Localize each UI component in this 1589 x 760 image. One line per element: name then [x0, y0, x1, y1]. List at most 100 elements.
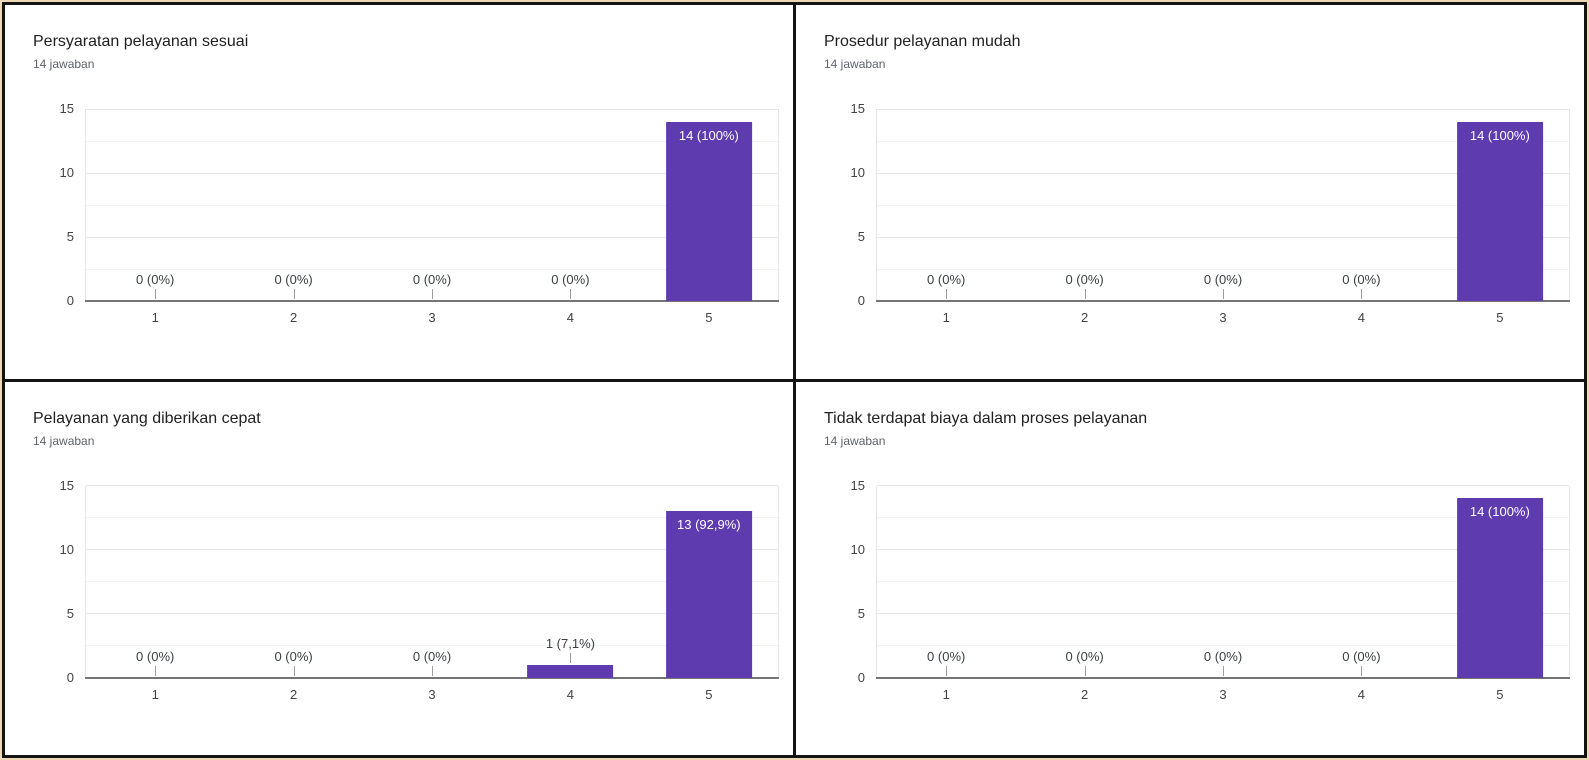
bar-tick-stub: [1084, 665, 1086, 676]
y-axis-tick-label: 5: [66, 229, 74, 244]
bar-column: 0 (0%): [224, 109, 362, 301]
y-axis-tick-label: 10: [850, 541, 865, 557]
x-axis-tick-label: 1: [942, 686, 950, 702]
bar-value-label: 0 (0%): [1342, 272, 1381, 287]
bar-tick-stub: [1361, 289, 1363, 299]
x-axis-tick-label: 1: [151, 310, 159, 325]
gridline-minor: [877, 204, 1569, 206]
bar-column: 0 (0%): [86, 486, 224, 678]
bar-value-label: 0 (0%): [551, 272, 590, 287]
gridline-minor: [86, 140, 778, 142]
x-axis-tick-label: 5: [1496, 686, 1504, 702]
bar-column: 0 (0%): [224, 486, 362, 678]
bar-value-label: 0 (0%): [1065, 648, 1104, 664]
gridline-minor: [86, 268, 778, 270]
gridline-major: [86, 108, 778, 110]
bar-value-label: 0 (0%): [274, 272, 313, 287]
bar-value-label: 0 (0%): [1065, 272, 1104, 287]
x-axis-labels: 1 2 3 4 5: [877, 310, 1569, 325]
bar-column: 0 (0%): [363, 486, 501, 678]
bar-value-label: 13 (92,9%): [677, 517, 741, 533]
x-axis-tick-label: 2: [289, 310, 298, 325]
x-axis-labels: 1 2 3 4 5: [86, 310, 778, 325]
y-axis-tick-label: 5: [857, 605, 865, 621]
bar-value-label: 0 (0%): [927, 272, 966, 287]
x-axis-labels: 1 2 3 4 5: [877, 687, 1569, 702]
x-axis-tick-label: 3: [1219, 686, 1227, 702]
chart-subtitle: 14 jawaban: [824, 57, 886, 71]
bar-chart-plot: 0 5 10 15 0 (0%) 0 (0%) 0 (0%) 0 (0%) 14 (100%) 1…: [851, 102, 1570, 325]
bar-column: 0 (0%): [1292, 486, 1430, 678]
bar-column: 0 (0%): [877, 486, 1015, 678]
bar-column: 0 (0%): [1015, 486, 1153, 678]
bar-tick-stub: [155, 289, 157, 299]
bar-tick-stub: [946, 289, 948, 299]
bar-value-label: 0 (0%): [412, 648, 452, 664]
gridline-major: [877, 485, 1569, 486]
gridline-minor: [877, 581, 1569, 582]
x-axis-tick-label: 1: [942, 310, 950, 325]
gridline-major: [877, 549, 1569, 550]
bar-value-label: 0 (0%): [1203, 648, 1243, 664]
gridline-major: [86, 549, 778, 550]
x-axis-tick-label: 1: [151, 686, 159, 702]
bar-value-label: 0 (0%): [1203, 272, 1243, 287]
x-axis-line: [876, 676, 1570, 679]
bar-chart-plot: 0 5 10 15 0 (0%) 0 (0%) 0 (0%) 1 (7,1%) 13 (92,9…: [60, 478, 779, 702]
bar: [527, 664, 614, 678]
gridline-minor: [86, 581, 778, 582]
gridline-major: [86, 236, 778, 238]
x-axis-tick-label: 4: [566, 310, 575, 325]
y-axis-tick-label: 15: [850, 477, 865, 493]
x-axis-tick-label: 4: [1357, 686, 1366, 702]
chart-title: Tidak terdapat biaya dalam proses pelaya…: [824, 409, 1148, 427]
bar-tick-stub: [570, 652, 572, 663]
bar-tick-stub: [293, 289, 295, 299]
bar-chart-plot: 0 5 10 15 0 (0%) 0 (0%) 0 (0%) 0 (0%) 14 (100%) 1…: [60, 102, 779, 325]
gridline-major: [877, 236, 1569, 238]
y-axis-tick-label: 0: [857, 669, 865, 685]
bar: 14 (100%): [1456, 121, 1543, 301]
bar-column: 14 (100%): [1431, 486, 1569, 678]
chart-subtitle: 14 jawaban: [33, 433, 95, 448]
bar-value-label: 0 (0%): [1342, 648, 1381, 664]
x-axis-line: [85, 676, 779, 679]
bar-tick-stub: [1361, 665, 1363, 676]
bar-tick-stub: [570, 289, 572, 299]
bar-columns: 0 (0%) 0 (0%) 0 (0%) 0 (0%) 14 (100%): [877, 109, 1569, 301]
gridline-minor: [86, 517, 778, 518]
bar-column: 0 (0%): [1154, 109, 1292, 301]
x-axis-tick-label: 2: [1080, 686, 1089, 702]
chart-card-persyaratan: Persyaratan pelayanan sesuai 14 jawaban …: [5, 5, 793, 379]
bar-value-label: 0 (0%): [412, 272, 452, 287]
chart-card-biaya: Tidak terdapat biaya dalam proses pelaya…: [796, 381, 1584, 755]
bar-column: 14 (100%): [1431, 109, 1569, 301]
bar-columns: 0 (0%) 0 (0%) 0 (0%) 1 (7,1%) 13 (92,9%): [86, 486, 778, 678]
y-axis-tick-label: 15: [59, 477, 74, 493]
bar: 14 (100%): [665, 121, 752, 301]
bar-value-label: 1 (7,1%): [545, 635, 595, 651]
bar-column: 0 (0%): [501, 109, 639, 301]
y-axis-tick-label: 15: [59, 101, 74, 116]
gridline-major: [86, 172, 778, 174]
chart-title: Persyaratan pelayanan sesuai: [33, 33, 249, 50]
gridline-minor: [86, 204, 778, 206]
bar-value-label: 14 (100%): [678, 127, 739, 143]
gridline-minor: [877, 140, 1569, 142]
bar-column: 1 (7,1%): [501, 486, 639, 678]
x-axis-tick-label: 3: [1219, 310, 1227, 325]
x-axis-tick-label: 5: [1496, 310, 1504, 325]
bar-column: 0 (0%): [363, 109, 501, 301]
y-axis-tick-label: 10: [59, 541, 74, 557]
y-axis-tick-label: 0: [66, 293, 74, 308]
bar-value-label: 14 (100%): [1469, 127, 1530, 143]
bar-tick-stub: [1223, 289, 1225, 299]
gridline-minor: [877, 517, 1569, 518]
bar-column: 13 (92,9%): [640, 486, 778, 678]
x-axis-tick-label: 5: [705, 310, 713, 325]
gridline-major: [86, 485, 778, 486]
bar-value-label: 14 (100%): [1469, 504, 1530, 520]
chart-card-pelayanan-cepat: Pelayanan yang diberikan cepat 14 jawaba…: [5, 381, 793, 755]
bar-value-label: 0 (0%): [927, 648, 966, 664]
x-axis-line: [85, 300, 779, 302]
